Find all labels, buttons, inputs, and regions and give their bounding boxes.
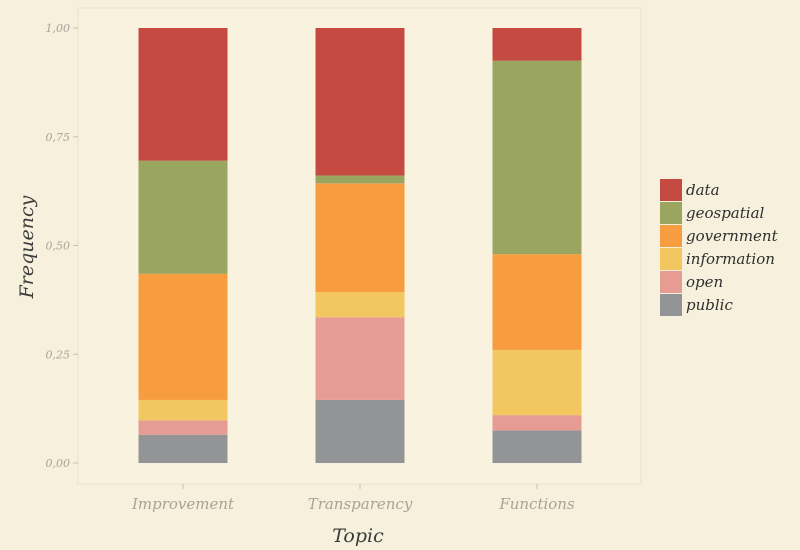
bar-segment-geospatial-transparency [315,175,405,184]
bar-segment-information-improvement [138,399,228,421]
legend-swatch-information [660,248,682,270]
legend-label-geospatial: geospatial [686,204,765,222]
bar-segment-public-functions [492,430,582,463]
bar-segment-information-transparency [315,292,405,318]
x-tick-label: Functions [498,495,575,513]
bar-segment-information-functions [492,349,582,416]
legend-label-public: public [686,296,733,314]
x-axis-title: Topic [332,525,384,547]
bar-segment-open-functions [492,415,582,431]
bar-segment-government-improvement [138,273,228,400]
bar-segment-data-improvement [138,28,228,161]
y-axis-ticks: 0,00 0,25 0,50 0,75 1,00 [46,22,78,470]
legend-label-information: information [686,250,775,268]
y-tick-label: 1,00 [46,22,71,35]
x-tick-label: Improvement [131,495,235,513]
bar-segment-open-improvement [138,420,228,435]
legend-label-open: open [686,273,723,291]
legend-swatch-public [660,294,682,316]
y-tick-label: 0,00 [46,457,71,470]
bar-segment-public-improvement [138,434,228,463]
legend-swatch-open [660,271,682,293]
x-tick-label: Transparency [308,495,413,513]
y-axis-title: Frequency [16,195,38,299]
bars-layer [138,28,582,463]
bar-segment-government-transparency [315,183,405,293]
legend-label-data: data [686,181,720,199]
legend-swatch-government [660,225,682,247]
bar-segment-geospatial-improvement [138,160,228,274]
legend-label-government: government [686,227,779,245]
x-axis-ticks: Improvement Transparency Functions [131,484,575,513]
bar-segment-data-functions [492,28,582,61]
legend: data geospatial government information open p… [660,179,779,316]
legend-swatch-data [660,179,682,201]
bar-segment-government-functions [492,254,582,350]
bar-segment-geospatial-functions [492,60,582,255]
bar-segment-data-transparency [315,28,405,176]
y-tick-label: 0,25 [46,348,71,361]
y-tick-label: 0,75 [46,131,71,144]
bar-segment-public-transparency [315,399,405,463]
bar-segment-open-transparency [315,317,405,400]
y-tick-label: 0,50 [46,240,71,253]
legend-swatch-geospatial [660,202,682,224]
